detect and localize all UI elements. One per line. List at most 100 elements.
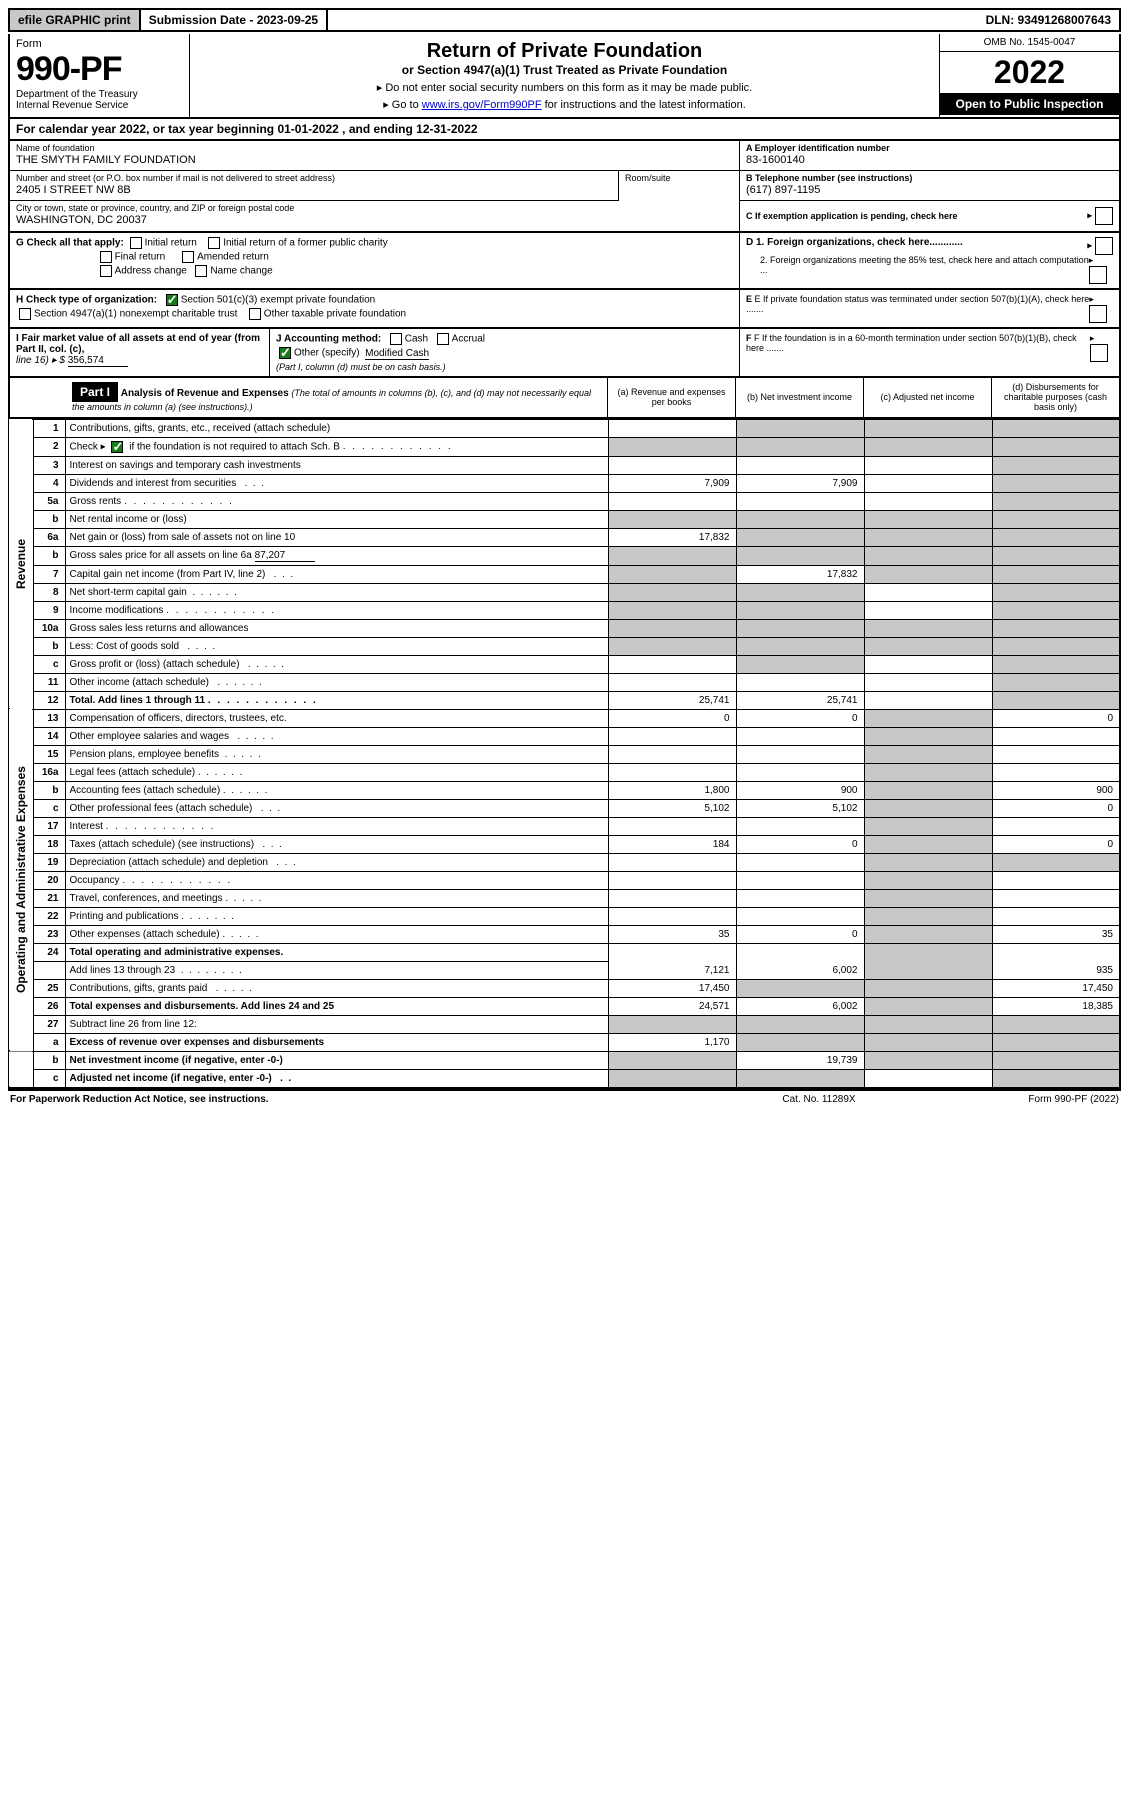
section-h-e: H Check type of organization: Section 50…: [8, 290, 1121, 329]
section-e: E E If private foundation status was ter…: [739, 290, 1119, 327]
line-10c-desc: Gross profit or (loss) (attach schedule)…: [65, 655, 608, 673]
foreign-org-checkbox[interactable]: [1095, 237, 1113, 255]
line-27c-desc: Adjusted net income (if negative, enter …: [65, 1069, 608, 1088]
line-26-col-d: 18,385: [992, 997, 1120, 1015]
part-i-desc: Part I Analysis of Revenue and Expenses …: [66, 378, 607, 417]
street-address: 2405 I STREET NW 8B: [16, 184, 612, 196]
part-i-badge: Part I: [72, 382, 118, 402]
section-j: J Accounting method: Cash Accrual Other …: [270, 329, 739, 376]
initial-former-checkbox[interactable]: [208, 237, 220, 249]
line-18-col-a: 184: [608, 835, 736, 853]
line-16b-col-b: 900: [736, 781, 864, 799]
form-header: Form 990-PF Department of the Treasury I…: [8, 34, 1121, 119]
form-subtitle: or Section 4947(a)(1) Trust Treated as P…: [198, 63, 931, 77]
other-method-value: Modified Cash: [365, 348, 429, 360]
dln-label: DLN: 93491268007643: [978, 10, 1119, 30]
line-27-desc: Subtract line 26 from line 12:: [65, 1015, 608, 1033]
line-9-desc: Income modifications: [65, 601, 608, 619]
section-f: F F If the foundation is in a 60-month t…: [739, 329, 1119, 376]
col-a-header: (a) Revenue and expenses per books: [607, 378, 735, 417]
fmv-assets-value: 356,574: [68, 355, 128, 367]
line-16b-col-d: 900: [992, 781, 1120, 799]
line-26-desc: Total expenses and disbursements. Add li…: [65, 997, 608, 1015]
60-month-checkbox[interactable]: [1090, 344, 1108, 362]
paperwork-notice: For Paperwork Reduction Act Notice, see …: [10, 1094, 719, 1105]
phone-value: (617) 897-1195: [746, 184, 1113, 196]
accrual-method-checkbox[interactable]: [437, 333, 449, 345]
line-2-desc: Check ▸ if the foundation is not require…: [65, 437, 608, 456]
line-24-col-a: 7,121: [608, 943, 736, 979]
line-24b-desc: Add lines 13 through 23 . . . . . . . .: [65, 961, 608, 979]
line-11-desc: Other income (attach schedule) . . . . .…: [65, 673, 608, 691]
tax-year: 2022: [940, 52, 1119, 93]
line-13-desc: Compensation of officers, directors, tru…: [65, 709, 608, 727]
line-6a-col-a: 17,832: [608, 528, 736, 546]
line-24-col-b: 6,002: [736, 943, 864, 979]
col-d-header: (d) Disbursements for charitable purpose…: [991, 378, 1119, 417]
side-spacer: [10, 378, 66, 417]
page-footer: For Paperwork Reduction Act Notice, see …: [8, 1089, 1121, 1108]
foreign-85-checkbox[interactable]: [1089, 266, 1107, 284]
line-7-col-b: 17,832: [736, 565, 864, 583]
other-taxable-checkbox[interactable]: [249, 308, 261, 320]
amended-return-checkbox[interactable]: [182, 251, 194, 263]
line-8-desc: Net short-term capital gain . . . . . .: [65, 583, 608, 601]
line-19-desc: Depreciation (attach schedule) and deple…: [65, 853, 608, 871]
4947a1-checkbox[interactable]: [19, 308, 31, 320]
line-24-desc: Total operating and administrative expen…: [65, 943, 608, 961]
sch-b-checkbox[interactable]: [111, 441, 123, 453]
line-16c-col-b: 5,102: [736, 799, 864, 817]
initial-return-checkbox[interactable]: [130, 237, 142, 249]
phone-cell: B Telephone number (see instructions) (6…: [740, 171, 1119, 201]
form-id-block: Form 990-PF Department of the Treasury I…: [10, 34, 190, 117]
efile-topbar: efile GRAPHIC print Submission Date - 20…: [8, 8, 1121, 32]
form990pf-link[interactable]: www.irs.gov/Form990PF: [422, 99, 542, 111]
final-return-checkbox[interactable]: [100, 251, 112, 263]
line-20-desc: Occupancy: [65, 871, 608, 889]
foundation-name-cell: Name of foundation THE SMYTH FAMILY FOUN…: [10, 141, 739, 171]
efile-print-label[interactable]: efile GRAPHIC print: [10, 10, 141, 30]
address-change-checkbox[interactable]: [100, 265, 112, 277]
revenue-side-label: Revenue: [9, 419, 33, 709]
section-i: I Fair market value of all assets at end…: [10, 329, 270, 376]
line-4-desc: Dividends and interest from securities .…: [65, 474, 608, 492]
line-23-col-b: 0: [736, 925, 864, 943]
line-3-desc: Interest on savings and temporary cash i…: [65, 456, 608, 474]
ein-cell: A Employer identification number 83-1600…: [740, 141, 1119, 171]
line-13-col-d: 0: [992, 709, 1120, 727]
form-footer-label: Form 990-PF (2022): [919, 1094, 1119, 1105]
section-ij: I Fair market value of all assets at end…: [10, 329, 739, 376]
line-14-desc: Other employee salaries and wages . . . …: [65, 727, 608, 745]
line-13-col-b: 0: [736, 709, 864, 727]
form-number: 990-PF: [16, 50, 183, 89]
line-6b-desc: Gross sales price for all assets on line…: [65, 546, 608, 565]
cash-method-checkbox[interactable]: [390, 333, 402, 345]
name-change-checkbox[interactable]: [195, 265, 207, 277]
dept-treasury: Department of the Treasury: [16, 89, 183, 100]
line-26-col-a: 24,571: [608, 997, 736, 1015]
line-6b-gross-sales: 87,207: [255, 550, 315, 562]
instructions-link-row: ▸ Go to www.irs.gov/Form990PF for instru…: [198, 98, 931, 111]
line-16b-col-a: 1,800: [608, 781, 736, 799]
ssn-warning: ▸ Do not enter social security numbers o…: [198, 81, 931, 94]
line-5b-desc: Net rental income or (loss): [65, 510, 608, 528]
status-terminated-checkbox[interactable]: [1089, 305, 1107, 323]
section-d: D 1. Foreign organizations, check here..…: [739, 233, 1119, 288]
expenses-side-label: Operating and Administrative Expenses: [9, 709, 33, 1051]
irs-label: Internal Revenue Service: [16, 100, 183, 111]
open-inspection-badge: Open to Public Inspection: [940, 93, 1119, 115]
501c3-checkbox[interactable]: [166, 294, 178, 306]
part-i-header-row: Part I Analysis of Revenue and Expenses …: [8, 378, 1121, 419]
line-21-desc: Travel, conferences, and meetings . . . …: [65, 889, 608, 907]
line-13-col-a: 0: [608, 709, 736, 727]
entity-info: Name of foundation THE SMYTH FAMILY FOUN…: [8, 141, 1121, 233]
exemption-checkbox[interactable]: [1095, 207, 1113, 225]
other-method-checkbox[interactable]: [279, 347, 291, 359]
room-suite-cell: Room/suite: [619, 171, 739, 201]
form-word: Form: [16, 38, 183, 50]
line-1-desc: Contributions, gifts, grants, etc., rece…: [65, 419, 608, 437]
line-23-col-d: 35: [992, 925, 1120, 943]
exemption-pending-cell: C If exemption application is pending, c…: [740, 201, 1119, 231]
line-23-desc: Other expenses (attach schedule) . . . .…: [65, 925, 608, 943]
section-g-d: G Check all that apply: Initial return I…: [8, 233, 1121, 290]
